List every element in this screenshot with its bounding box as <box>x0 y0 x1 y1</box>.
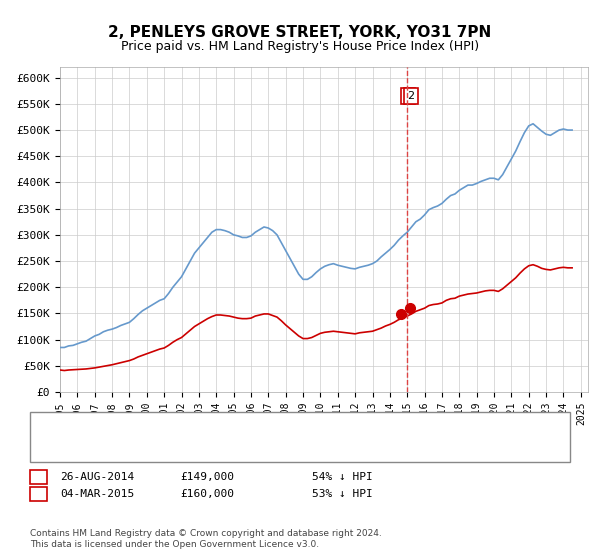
Text: HPI: Average price, detached house, York: HPI: Average price, detached house, York <box>69 435 284 445</box>
Text: 26-AUG-2014: 26-AUG-2014 <box>60 472 134 482</box>
Text: —: — <box>48 431 65 449</box>
Text: Contains HM Land Registry data © Crown copyright and database right 2024.: Contains HM Land Registry data © Crown c… <box>30 529 382 538</box>
Text: 54% ↓ HPI: 54% ↓ HPI <box>312 472 373 482</box>
Text: This data is licensed under the Open Government Licence v3.0.: This data is licensed under the Open Gov… <box>30 540 319 549</box>
Text: 2: 2 <box>35 489 42 499</box>
Text: 2, PENLEYS GROVE STREET, YORK, YO31 7PN (detached house): 2, PENLEYS GROVE STREET, YORK, YO31 7PN … <box>69 418 398 428</box>
Text: £160,000: £160,000 <box>180 489 234 499</box>
Text: —: — <box>48 414 65 432</box>
Text: 53% ↓ HPI: 53% ↓ HPI <box>312 489 373 499</box>
Text: Price paid vs. HM Land Registry's House Price Index (HPI): Price paid vs. HM Land Registry's House … <box>121 40 479 53</box>
Text: 1: 1 <box>35 472 42 482</box>
Text: 04-MAR-2015: 04-MAR-2015 <box>60 489 134 499</box>
Text: 1: 1 <box>404 91 412 101</box>
Text: 2: 2 <box>407 91 414 101</box>
Text: 2, PENLEYS GROVE STREET, YORK, YO31 7PN: 2, PENLEYS GROVE STREET, YORK, YO31 7PN <box>109 25 491 40</box>
Text: £149,000: £149,000 <box>180 472 234 482</box>
